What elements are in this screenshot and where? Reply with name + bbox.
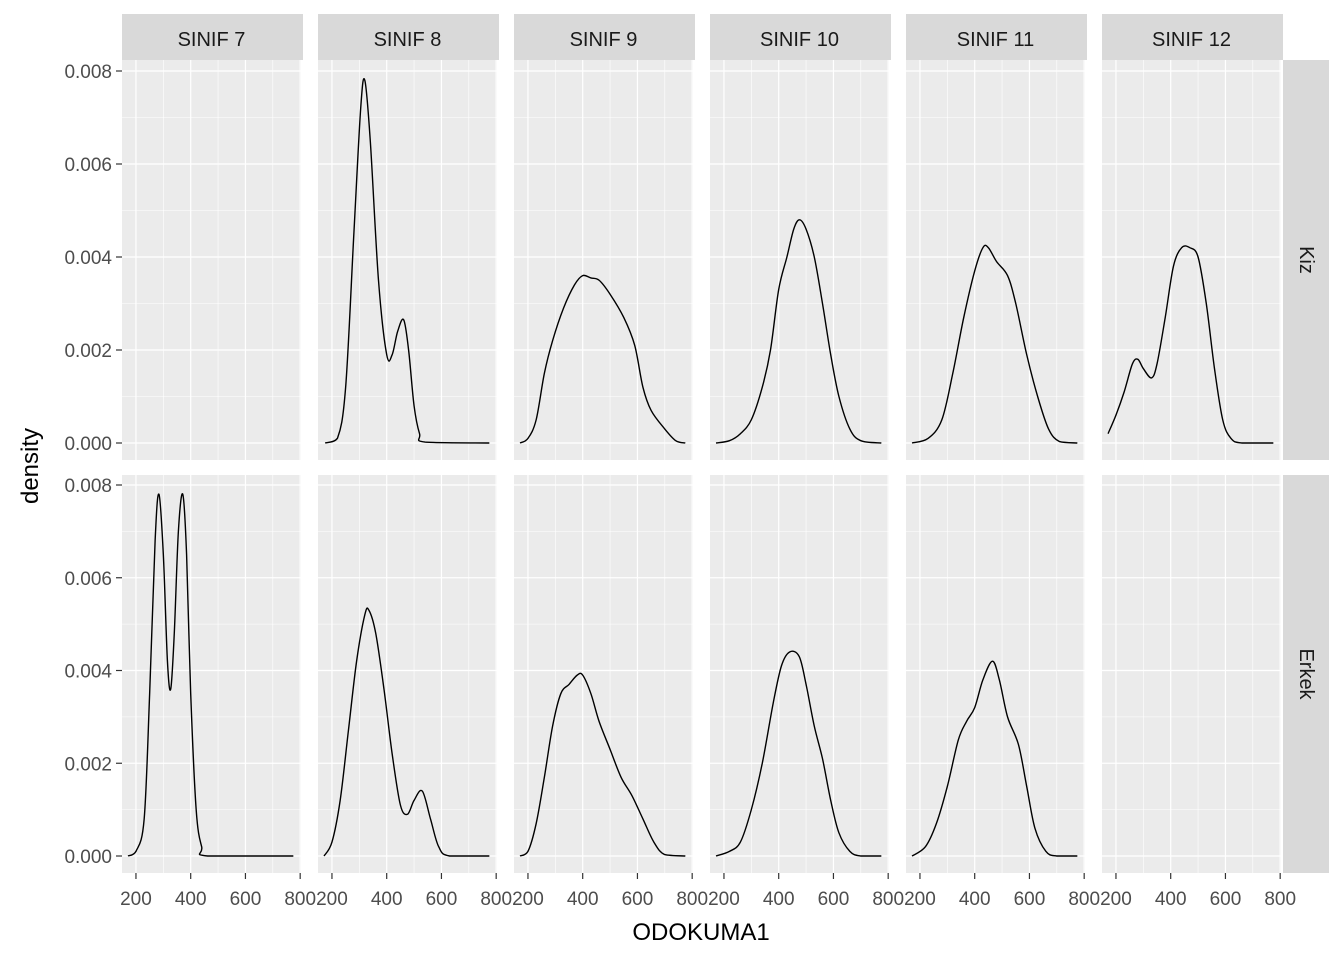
y-tick-label: 0.000 (64, 434, 112, 455)
facet-panel (514, 60, 693, 460)
panel-background (514, 475, 693, 873)
density-curve (1107, 245, 1274, 444)
y-tick-label: 0.002 (64, 754, 112, 775)
density-curve (519, 274, 686, 444)
y-tick-label: 0.008 (64, 476, 112, 497)
facet-label-row: Erkek (1295, 648, 1317, 700)
x-tick-label: 800 (480, 889, 512, 910)
y-tick-label: 0.004 (64, 248, 112, 269)
x-tick-label: 200 (512, 889, 544, 910)
facet-strip-column (1102, 14, 1283, 60)
panel-background (122, 60, 301, 460)
x-tick-label: 400 (371, 889, 403, 910)
panel-background (906, 475, 1085, 873)
x-tick-label: 800 (1264, 889, 1296, 910)
panel-background (122, 475, 301, 873)
x-tick-label: 200 (120, 889, 152, 910)
panel-background (710, 475, 889, 873)
x-tick-label: 800 (676, 889, 708, 910)
facet-strip-column (906, 14, 1087, 60)
facet-panel (1102, 475, 1281, 873)
facet-label-row: Kiz (1295, 246, 1317, 274)
x-tick-label: 400 (1155, 889, 1187, 910)
facet-panel (514, 475, 693, 873)
x-tick-label: 400 (763, 889, 795, 910)
panel-background (514, 60, 693, 460)
x-tick-label: 600 (818, 889, 850, 910)
density-curve (715, 650, 882, 857)
facet-panel (122, 475, 301, 873)
x-tick-label: 200 (904, 889, 936, 910)
facet-panel (710, 475, 889, 873)
facet-strip-column (514, 14, 695, 60)
density-curve (519, 672, 686, 857)
y-axis-title: density (17, 428, 44, 504)
x-tick-label: 600 (1014, 889, 1046, 910)
panel-background (710, 60, 889, 460)
facet-panel (710, 60, 889, 460)
facet-label-column: SINIF 10 (760, 29, 839, 51)
x-tick-label: 200 (708, 889, 740, 910)
panel-background (318, 60, 497, 460)
facet-label-column: SINIF 11 (957, 29, 1034, 51)
x-tick-label: 600 (230, 889, 262, 910)
facet-strip-row (1283, 60, 1329, 460)
facet-label-column: SINIF 9 (570, 29, 638, 51)
x-tick-label: 200 (316, 889, 348, 910)
density-curve (323, 607, 490, 857)
y-tick-label: 0.000 (64, 847, 112, 868)
facet-panel (122, 60, 301, 460)
x-axis-title: ODOKUMA1 (632, 919, 769, 946)
x-tick-label: 800 (872, 889, 904, 910)
density-curve (911, 660, 1078, 857)
y-tick-label: 0.006 (64, 155, 112, 176)
x-tick-label: 400 (959, 889, 991, 910)
x-tick-label: 400 (175, 889, 207, 910)
facet-panel (318, 60, 497, 460)
facet-label-column: SINIF 8 (374, 29, 442, 51)
y-tick-label: 0.008 (64, 62, 112, 83)
facet-panel (318, 475, 497, 873)
density-curve (324, 78, 490, 444)
facet-strip-column (318, 14, 499, 60)
facet-strip-row (1283, 475, 1329, 873)
facet-strip-column (710, 14, 891, 60)
facet-panel (906, 475, 1085, 873)
y-tick-label: 0.006 (64, 569, 112, 590)
facet-strip-column (122, 14, 303, 60)
panel-background (1102, 60, 1281, 460)
x-tick-label: 800 (284, 889, 316, 910)
density-curve (715, 219, 882, 444)
panel-background (318, 475, 497, 873)
x-tick-label: 600 (622, 889, 654, 910)
density-curve (911, 244, 1078, 444)
x-tick-label: 600 (1210, 889, 1242, 910)
facet-panel (906, 60, 1085, 460)
panel-background (1102, 475, 1281, 873)
x-tick-label: 600 (426, 889, 458, 910)
y-tick-label: 0.002 (64, 341, 112, 362)
x-tick-label: 200 (1100, 889, 1132, 910)
x-tick-label: 400 (567, 889, 599, 910)
facet-label-column: SINIF 12 (1152, 29, 1231, 51)
facet-label-column: SINIF 7 (178, 29, 246, 51)
y-tick-label: 0.004 (64, 662, 112, 683)
facet-panel (1102, 60, 1281, 460)
x-tick-label: 800 (1068, 889, 1100, 910)
density-curve (127, 493, 294, 857)
